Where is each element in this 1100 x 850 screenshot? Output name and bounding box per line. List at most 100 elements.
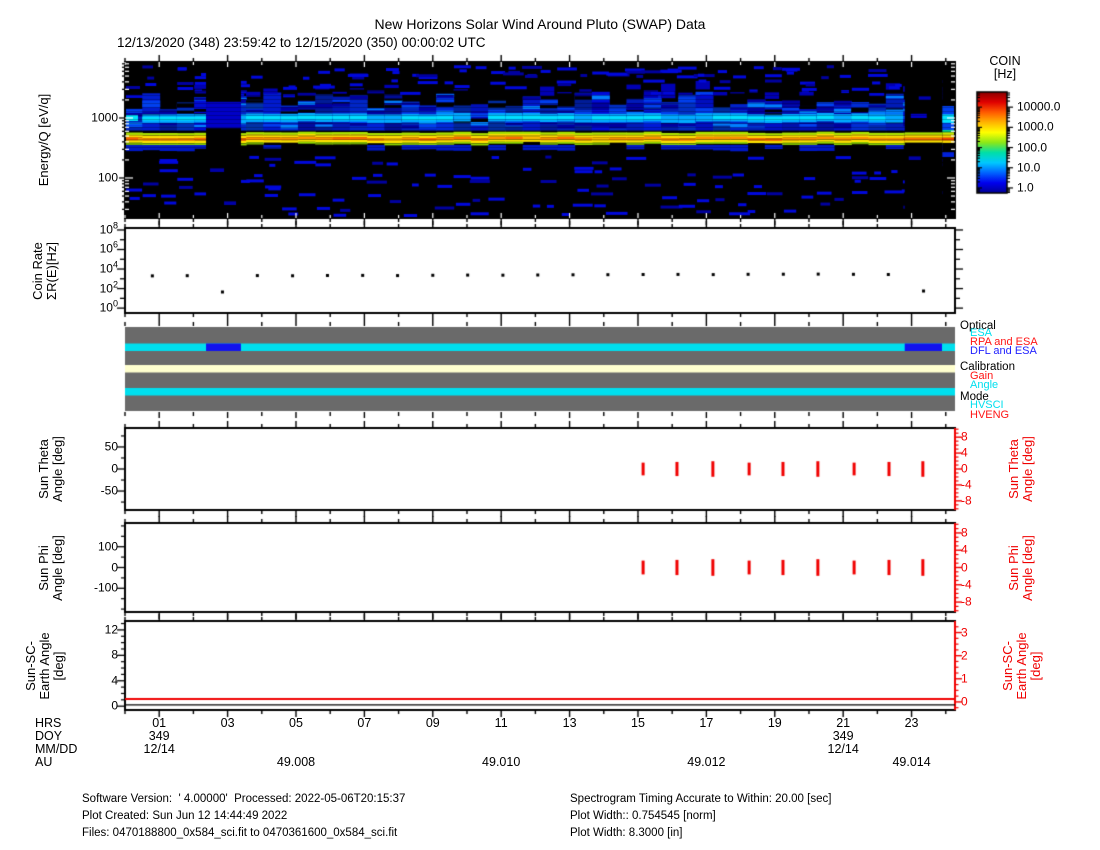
sun_earth-left-tick-label: 4 (111, 673, 118, 688)
axis-caption-line: [deg] (51, 651, 67, 680)
status-item-label: DFL and ESA (970, 345, 1037, 357)
sun_theta-left-tick-label: -50 (100, 483, 118, 498)
axis-caption-line: Sun-SC- (1000, 640, 1016, 691)
sun_phi-left-tick-label: 100 (97, 539, 118, 554)
sun_theta-right-tick-label: -4 (961, 477, 972, 492)
coin-rate-tick-label: 106 (99, 240, 118, 257)
status-item-label: RPA and ESA (970, 336, 1038, 348)
energy-tick-label: 1000 (91, 110, 118, 125)
status-item-label: HVSCI (970, 399, 1004, 411)
footer-left-line: Files: 0470188800_0x584_sci.fit to 04703… (82, 827, 398, 839)
status-item-label: ESA (970, 327, 993, 339)
coin-rate-tick-label: 100 (99, 298, 118, 315)
hour-label: 03 (220, 716, 235, 730)
au-label: 49.012 (687, 755, 726, 769)
mmdd-label: 12/14 (143, 742, 175, 756)
sun_earth-right-tick-label: 1 (961, 671, 968, 686)
hour-label: 07 (357, 716, 372, 730)
sun_phi-right-tick-label: 8 (961, 525, 968, 540)
tick-exponent: 6 (112, 240, 118, 251)
status-group-label: Calibration (960, 361, 1015, 373)
axis-caption-line: Sun Phi (1006, 544, 1022, 591)
status-item-label: Gain (970, 370, 994, 382)
colorbar-units: [Hz] (993, 67, 1017, 81)
sun_earth-left-tick-label: 0 (111, 698, 118, 713)
sun_earth-left-tick-label: 12 (104, 622, 118, 637)
hour-label: 23 (904, 716, 919, 730)
axis-row-label: MM/DD (35, 742, 78, 756)
coin-rate-tick-label: 108 (99, 220, 118, 237)
doy-label: 349 (832, 729, 854, 743)
tick-base: 10 (99, 261, 113, 276)
axis-caption-line: Coin Rate (30, 241, 46, 300)
sun_theta-right-tick-label: 4 (961, 445, 968, 460)
axis-caption-line: Earth Angle (1014, 631, 1030, 700)
tick-exponent: 0 (112, 298, 118, 309)
axis-caption-line: Earth Angle (37, 631, 53, 700)
tick-exponent: 8 (112, 220, 118, 231)
status-item-label: Angle (970, 379, 999, 391)
sun_earth-right-tick-label: 2 (961, 648, 968, 663)
au-label: 49.008 (276, 755, 316, 769)
hour-label: 17 (699, 716, 714, 730)
sun_theta-right-tick-label: 0 (961, 461, 968, 476)
sun_phi-right-tick-label: -8 (961, 594, 972, 609)
page-title: New Horizons Solar Wind Around Pluto (SW… (374, 16, 706, 32)
tick-exponent: 4 (112, 259, 118, 270)
sun_earth-left-tick-label: 8 (111, 648, 118, 663)
axis-caption-line: [deg] (1028, 651, 1044, 680)
axis-row-label: AU (35, 755, 53, 769)
doy-label: 349 (148, 729, 170, 743)
footer-right-line: Plot Width: 8.3000 [in] (570, 827, 683, 839)
sun_phi-right-tick-label: -4 (961, 577, 972, 592)
axis-row-label: DOY (35, 729, 63, 743)
colorbar-tick-label: 10.0 (1017, 160, 1041, 175)
status-group-label: Mode (960, 391, 989, 403)
tick-base: 10 (99, 281, 113, 296)
tick-exponent: 2 (112, 279, 118, 290)
coin-rate-tick-label: 104 (99, 259, 118, 276)
hour-label: 05 (289, 716, 303, 730)
axis-row-label: HRS (35, 716, 62, 730)
axis-caption-line: Sun Theta (1006, 439, 1022, 499)
coin-rate-tick-label: 102 (99, 279, 118, 296)
footer-right-line: Spectrogram Timing Accurate to Within: 2… (570, 793, 832, 805)
axis-caption-line: ΣR(E)[Hz] (44, 241, 60, 300)
sun_phi-left-tick-label: -100 (93, 580, 118, 595)
axis-caption-line: Sun Theta (36, 439, 52, 499)
sun_phi-right-tick-label: 0 (961, 560, 968, 575)
au-label: 49.010 (482, 755, 521, 769)
sun_earth-right-tick-label: 3 (961, 625, 968, 640)
axis-caption-line: Angle [deg] (1020, 436, 1036, 502)
axis-caption-line: Angle [deg] (50, 534, 66, 601)
colorbar-tick-label: 1.0 (1017, 180, 1034, 195)
sun_theta-left-tick-label: 50 (104, 439, 118, 454)
sun_theta-right-tick-label: 8 (961, 429, 968, 444)
energy-tick-label: 100 (97, 170, 118, 185)
footer-left-line: Plot Created: Sun Jun 12 14:44:49 2022 (82, 810, 288, 822)
tick-base: 10 (99, 300, 113, 315)
sun_earth-right-tick-label: 0 (961, 694, 968, 709)
footer-left-line: Software Version: ' 4.00000' Processed: … (82, 793, 406, 805)
hour-label: 13 (562, 716, 577, 730)
tick-base: 10 (99, 242, 113, 257)
tick-base: 10 (99, 222, 113, 237)
status-item-label: HVENG (970, 409, 1010, 421)
axis-caption-line: Sun-SC- (23, 640, 39, 691)
colorbar-title: COIN (989, 54, 1021, 68)
hour-label: 01 (152, 716, 167, 730)
hour-label: 21 (836, 716, 851, 730)
colorbar-tick-label: 10000.0 (1017, 99, 1061, 114)
colorbar-tick-label: 1000.0 (1017, 120, 1054, 135)
hour-label: 19 (767, 716, 782, 730)
hour-label: 15 (631, 716, 645, 730)
colorbar-tick-label: 100.0 (1017, 140, 1048, 155)
sun_phi-left-tick-label: 0 (111, 560, 118, 575)
sun_theta-left-tick-label: 0 (111, 461, 118, 476)
sun_phi-right-tick-label: 4 (961, 542, 968, 557)
axis-caption-line: Angle [deg] (1020, 534, 1036, 601)
axis-caption-line: Energy/Q [eV/q] (36, 93, 52, 187)
axis-caption-line: Angle [deg] (50, 436, 66, 502)
